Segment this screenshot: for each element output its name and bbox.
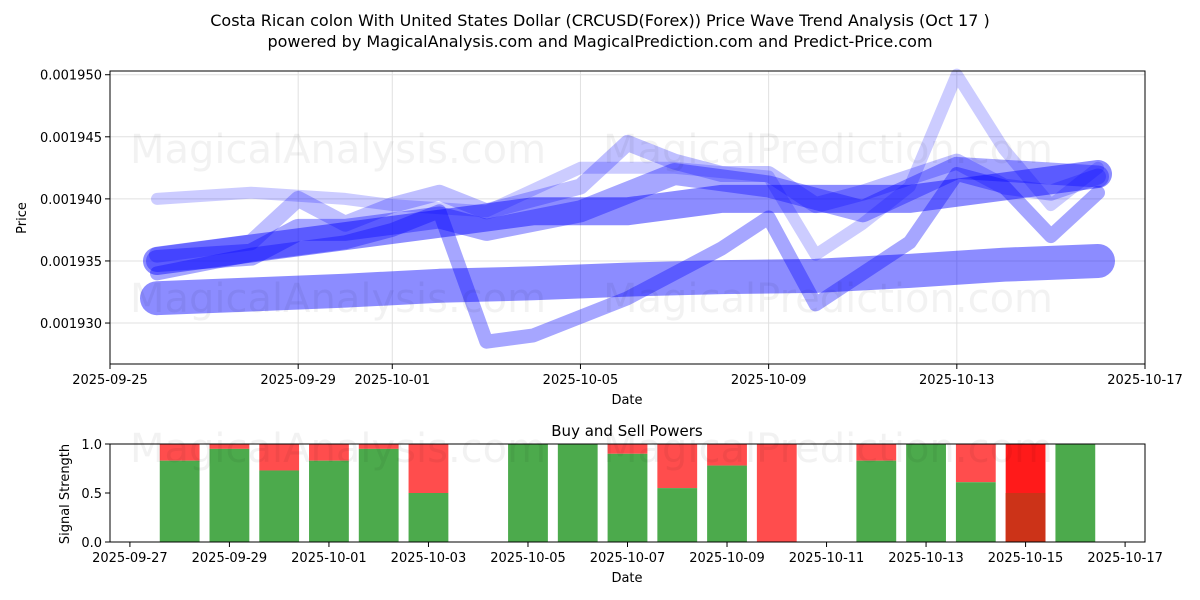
- signal-x-tick-label: 2025-09-29: [192, 551, 268, 566]
- buy-bar: [856, 460, 897, 542]
- signal-bars: [159, 444, 1096, 542]
- price-y-tick-label: 0.001945: [40, 131, 102, 146]
- sell-bar: [309, 444, 349, 461]
- buy-bar: [955, 482, 996, 542]
- chart-title-line-1: Costa Rican colon With United States Dol…: [210, 11, 989, 30]
- price-x-tick-label: 2025-10-13: [919, 373, 995, 388]
- buy-bar: [259, 470, 300, 542]
- price-x-tick-label: 2025-09-29: [260, 373, 336, 388]
- signal-x-tick-label: 2025-09-27: [92, 551, 168, 566]
- buy-sell-title: Buy and Sell Powers: [551, 422, 703, 440]
- signal-x-tick-label: 2025-10-09: [689, 551, 765, 566]
- signal-y-ticks: 0.0 0.5 1.0: [81, 438, 110, 551]
- price-y-axis-label: Price: [15, 202, 30, 234]
- buy-bar: [309, 460, 349, 542]
- watermark-prediction-top: MagicalPrediction.com: [603, 127, 1053, 173]
- price-y-tick-label: 0.001930: [40, 317, 102, 332]
- buy-bar: [159, 460, 200, 542]
- price-x-tick-label: 2025-10-17: [1107, 373, 1183, 388]
- buy-bar: [358, 448, 399, 542]
- buy-bar: [906, 444, 946, 542]
- buy-bar: [707, 465, 747, 542]
- signal-y-tick-label: 1.0: [81, 438, 102, 453]
- watermark-analysis-mid: MagicalAnalysis.com: [130, 276, 546, 322]
- buy-bar: [1005, 493, 1046, 542]
- wave-line-wave-cyc-2: [149, 135, 1106, 263]
- buy-bar: [607, 453, 648, 542]
- wave-line-wave-upper: [143, 160, 1112, 275]
- watermark-prediction-mid: MagicalPrediction.com: [603, 276, 1053, 322]
- price-y-ticks: 0.001930 0.001935 0.001940 0.001945 0.001950: [40, 69, 110, 332]
- sell-bar: [657, 444, 698, 489]
- price-y-tick-label: 0.001940: [40, 193, 102, 208]
- buy-bar: [557, 444, 598, 542]
- buy-bar: [209, 448, 250, 542]
- sell-bar: [607, 444, 648, 454]
- watermark-analysis-top: MagicalAnalysis.com: [130, 127, 546, 173]
- price-x-tick-label: 2025-09-25: [72, 373, 148, 388]
- buy-bar: [657, 488, 698, 542]
- watermark-analysis-bottom: MagicalAnalysis.com: [130, 426, 546, 472]
- sell-bar: [856, 444, 897, 461]
- watermark-prediction-bottom: MagicalPrediction.com: [603, 426, 1053, 472]
- price-grid: [109, 71, 1146, 364]
- sell-bar: [209, 444, 250, 449]
- price-panel-frame: [109, 70, 1146, 365]
- signal-y-tick-label: 0.0: [81, 536, 102, 551]
- wave-line-wave-cyc-4: [151, 68, 1104, 261]
- signal-y-axis-label: Signal Strength: [58, 444, 73, 544]
- signal-x-tick-label: 2025-10-11: [789, 551, 865, 566]
- chart-title-line-2: powered by MagicalAnalysis.com and Magic…: [267, 32, 932, 51]
- signal-x-tick-label: 2025-10-15: [988, 551, 1064, 566]
- signal-x-tick-label: 2025-10-05: [490, 551, 566, 566]
- price-wave-panel: 2025-09-25 2025-09-29 2025-10-01 2025-10-05…: [15, 68, 1183, 408]
- wave-line-wave-cyc-3: [150, 167, 1105, 349]
- wave-line-wave-cyc-1: [146, 156, 1109, 272]
- price-y-tick-label: 0.001935: [40, 255, 102, 270]
- sell-bar: [259, 444, 300, 471]
- sell-bar: [756, 444, 797, 542]
- signal-y-tick-label: 0.5: [81, 487, 102, 502]
- buy-bar: [408, 493, 449, 542]
- price-y-tick-label: 0.001950: [40, 69, 102, 84]
- signal-x-tick-label: 2025-10-01: [291, 551, 367, 566]
- price-x-ticks: 2025-09-25 2025-09-29 2025-10-01 2025-10-05…: [72, 364, 1183, 388]
- signal-x-axis-label: Date: [611, 571, 642, 586]
- buy-bar: [1055, 444, 1096, 542]
- wave-bands: [140, 68, 1115, 349]
- price-x-tick-label: 2025-10-09: [731, 373, 807, 388]
- signal-x-tick-label: 2025-10-13: [888, 551, 964, 566]
- buy-bar: [508, 444, 548, 542]
- signal-x-tick-label: 2025-10-03: [391, 551, 467, 566]
- sell-bar: [707, 444, 747, 466]
- sell-bar: [408, 444, 449, 493]
- sell-bar: [159, 444, 200, 461]
- price-x-tick-label: 2025-10-05: [543, 373, 619, 388]
- sell-bar: [358, 444, 399, 449]
- price-x-tick-label: 2025-10-01: [354, 373, 430, 388]
- signal-x-tick-label: 2025-10-17: [1087, 551, 1163, 566]
- buy-sell-panel: Buy and Sell Powers 2025-09-27 2025-09-29…: [58, 422, 1163, 586]
- signal-x-ticks: 2025-09-27 2025-09-29 2025-10-01 2025-10-03…: [92, 542, 1163, 566]
- price-x-axis-label: Date: [611, 393, 642, 408]
- sell-bar: [955, 444, 996, 483]
- wave-line-wave-lower: [140, 244, 1115, 316]
- signal-x-tick-label: 2025-10-07: [590, 551, 666, 566]
